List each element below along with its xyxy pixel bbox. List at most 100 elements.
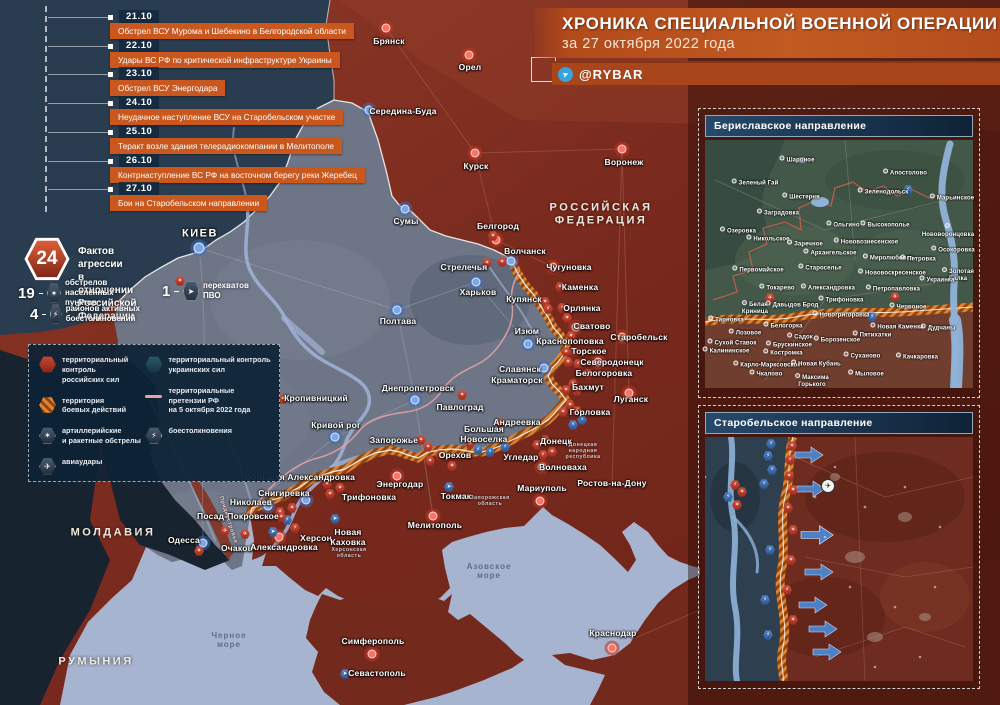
- timeline-tick: [108, 129, 113, 135]
- artillery-strike-marker: ✶: [565, 400, 575, 410]
- legend-item: территориальный контроль российских сил: [39, 355, 145, 385]
- city-dot: [523, 339, 533, 349]
- ukrainian-action-marker: ⚡: [282, 515, 292, 525]
- artillery-strike-marker: ✶: [482, 258, 492, 268]
- aggression-count-hex: 24: [24, 237, 70, 281]
- ukrainian-action-marker: ⚡: [473, 445, 483, 455]
- artillery-strike-marker: ✶: [788, 485, 798, 495]
- airstrike-marker: ✈: [220, 526, 230, 536]
- city-dot: [410, 395, 420, 405]
- artillery-strike-marker: ✶: [737, 487, 747, 497]
- timeline-date: 27.10: [119, 182, 160, 196]
- timeline-event: Бои на Старобельском направлении: [110, 195, 268, 212]
- city-dot: [593, 357, 603, 367]
- timeline-event: Обстрел ВСУ Энергодара: [110, 80, 226, 97]
- stat-intercepts: 1 ➤ перехватов ПВО: [162, 281, 249, 301]
- clash-marker: ⚡: [785, 455, 795, 465]
- legend-label: артиллерийские и ракетные обстрелы: [62, 426, 141, 446]
- legend-label: территориальный контроль российских сил: [62, 355, 129, 384]
- legend-item: ✈ авиаудары: [39, 457, 145, 475]
- artillery-strike-marker: ✶: [787, 441, 797, 451]
- artillery-strike-marker: ✶: [788, 525, 798, 535]
- artillery-strike-marker: ✶: [786, 555, 796, 565]
- city-dot: [535, 496, 545, 506]
- clash-marker: ⚡: [730, 480, 740, 490]
- ukrainian-action-marker: ⚡: [759, 479, 769, 489]
- city-dot: [537, 462, 547, 472]
- inset-starobelsk-map: [705, 437, 973, 681]
- artillery-strike-marker: ✶: [447, 461, 457, 471]
- legend-item: ✶ артиллерийские и ракетные обстрелы: [39, 426, 145, 446]
- artillery-strike-marker: ✶: [322, 479, 332, 489]
- city-dot: [506, 256, 516, 266]
- artillery-strike-marker: ✶: [488, 231, 498, 241]
- clash-marker: ⚡: [572, 386, 582, 396]
- inset-starobelsk-title: Старобельское направление: [705, 412, 973, 434]
- air-defense-marker: ➤: [444, 482, 454, 492]
- city-dot: [617, 144, 627, 154]
- city-dot: [400, 204, 410, 214]
- timeline-connector: [48, 74, 108, 76]
- artillery-strike-marker: ✶: [276, 512, 286, 522]
- city-dot: [624, 388, 634, 398]
- transnistria: [190, 478, 234, 560]
- timeline-connector: [48, 131, 108, 133]
- city-dot: [263, 501, 273, 511]
- artillery-strike-marker: ✶: [175, 276, 185, 286]
- clash-marker: ⚡: [290, 523, 300, 533]
- artillery-strike-marker: ✶: [287, 503, 297, 513]
- legend-label: авиаудары: [62, 456, 103, 466]
- legend-item: территориальный контроль украинских сил: [145, 355, 273, 375]
- clash-marker: ⚡: [557, 303, 567, 313]
- clash-marker: ⚡: [572, 406, 582, 416]
- inset-berislav-title: Бериславское направление: [705, 115, 973, 137]
- timeline-connector: [48, 103, 108, 105]
- air-defense-marker: ➤: [330, 514, 340, 524]
- city-dot: [301, 495, 311, 505]
- timeline-connector: [48, 45, 108, 47]
- hexteal-icon: [145, 356, 163, 373]
- hexhatch-icon: [39, 397, 56, 413]
- channel-banner[interactable]: ➤ @RYBAR: [552, 61, 1000, 85]
- claims-line: [249, 269, 521, 517]
- ukrainian-action-marker: ⚡: [723, 492, 733, 502]
- artillery-strike-marker: ✶: [435, 450, 445, 460]
- inset-berislav-map: [705, 140, 973, 388]
- city-dot: [193, 242, 205, 254]
- clash-marker: ⚡: [538, 450, 548, 460]
- artillery-strike-marker: ✶: [532, 440, 542, 450]
- city-dot: [274, 532, 284, 542]
- page-title: ХРОНИКА СПЕЦИАЛЬНОЙ ВОЕННОЙ ОПЕРАЦИИ: [562, 14, 998, 33]
- ukrainian-action-marker: ⚡: [763, 451, 773, 461]
- city-dot: [548, 262, 558, 272]
- map-legend: территориальный контроль российских сил т…: [28, 344, 280, 482]
- artillery-strike-marker: ✶: [561, 385, 571, 395]
- timeline-date: 25.10: [119, 124, 160, 138]
- artillery-strike-marker: ✶: [495, 418, 505, 428]
- timeline-connector: [48, 160, 108, 162]
- clash-marker: ⚡: [543, 304, 553, 314]
- aggression-count: 24: [27, 240, 67, 278]
- artillery-strike-marker: ✶: [561, 347, 571, 357]
- telegram-icon: ➤: [555, 64, 576, 84]
- legend-item: ⚡ боестолкновения: [145, 426, 273, 444]
- timeline-axis: [45, 6, 47, 212]
- legend-label: территория боевых действий: [62, 395, 127, 415]
- airstrike-marker: ✈: [765, 293, 775, 303]
- artillery-strike-marker: ✶: [335, 483, 345, 493]
- ukrainian-action-marker: ⚡: [763, 630, 773, 640]
- hexslate-icon: ✈: [39, 458, 56, 475]
- city-dot: [367, 649, 377, 659]
- legend-item: территория боевых действий: [39, 396, 145, 416]
- ukrainian-action-marker: ⚡: [500, 442, 510, 452]
- timeline-event: Удары ВС РФ по критической инфраструктур…: [110, 51, 340, 68]
- artillery-strike-marker: ✶: [540, 435, 550, 445]
- city-dot: [539, 363, 549, 373]
- artillery-strike-marker: ✶: [275, 507, 285, 517]
- stat-clash-areas: 4 ⚡ районов активных боестолкновений: [30, 304, 140, 324]
- timeline-connector: [48, 17, 108, 18]
- timeline-date: 23.10: [119, 67, 160, 81]
- crimea: [306, 594, 524, 705]
- ukrainian-action-marker: ⚡: [485, 447, 495, 457]
